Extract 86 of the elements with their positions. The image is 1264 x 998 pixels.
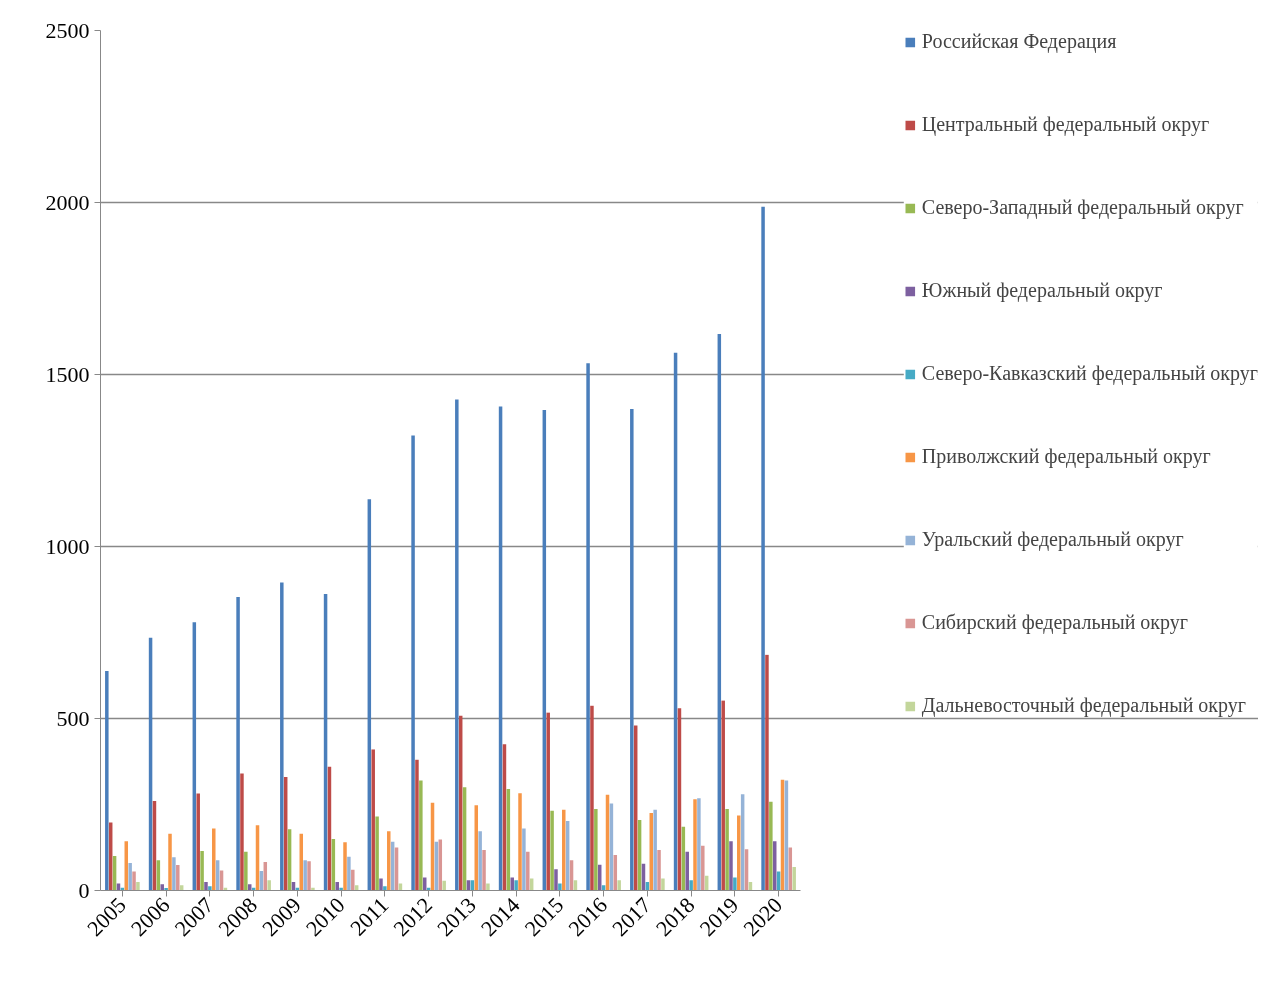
bar bbox=[725, 808, 729, 891]
bar bbox=[132, 871, 136, 891]
bar bbox=[510, 877, 514, 891]
bar bbox=[160, 884, 164, 891]
bar bbox=[653, 809, 657, 891]
bar bbox=[586, 363, 590, 891]
bar bbox=[280, 582, 284, 891]
bar bbox=[347, 856, 351, 891]
bar bbox=[482, 849, 486, 891]
bar bbox=[518, 793, 522, 891]
bar bbox=[630, 408, 634, 891]
y-tick-label: 1500 bbox=[45, 361, 90, 387]
bar bbox=[204, 881, 208, 891]
legend-label: Южный федеральный округ bbox=[921, 279, 1163, 302]
bar bbox=[657, 849, 661, 891]
legend-label: Приволжский федеральный округ bbox=[921, 445, 1211, 468]
y-tick-label: 500 bbox=[56, 705, 90, 731]
bar bbox=[383, 886, 387, 891]
bar bbox=[554, 869, 558, 891]
bar bbox=[164, 888, 168, 891]
bar bbox=[176, 865, 180, 891]
bar bbox=[379, 878, 383, 891]
bar bbox=[721, 700, 725, 891]
bar bbox=[697, 798, 701, 891]
bar bbox=[212, 828, 216, 891]
y-tick-label: 1000 bbox=[45, 533, 90, 559]
bar bbox=[550, 810, 554, 891]
bar bbox=[411, 435, 415, 891]
bar bbox=[442, 880, 446, 891]
bar bbox=[558, 883, 562, 891]
bar bbox=[419, 780, 423, 891]
legend-label: Уральский федеральный округ bbox=[921, 528, 1184, 551]
legend-label: Дальневосточный федеральный округ bbox=[921, 694, 1246, 717]
bar bbox=[303, 860, 307, 891]
bar bbox=[693, 799, 697, 891]
bar bbox=[105, 671, 109, 891]
legend-label: Северо-Западный федеральный округ bbox=[921, 196, 1244, 219]
bar bbox=[594, 808, 598, 891]
bar bbox=[765, 654, 769, 891]
bar bbox=[200, 850, 204, 891]
bar bbox=[546, 712, 550, 891]
bar bbox=[335, 881, 339, 891]
bar bbox=[172, 857, 176, 891]
bar bbox=[701, 845, 705, 891]
bar bbox=[733, 877, 737, 891]
bar bbox=[343, 842, 347, 891]
bar bbox=[685, 851, 689, 891]
bar bbox=[455, 399, 459, 891]
bar bbox=[526, 851, 530, 891]
bar bbox=[661, 878, 665, 891]
legend-label: Сибирский федеральный округ bbox=[921, 611, 1188, 634]
bar bbox=[240, 773, 244, 891]
bar bbox=[769, 801, 773, 891]
y-tick-label: 2000 bbox=[45, 189, 90, 215]
bar bbox=[737, 815, 741, 891]
bar bbox=[208, 886, 212, 891]
bar bbox=[590, 705, 594, 891]
bar bbox=[375, 816, 379, 891]
bar bbox=[514, 880, 518, 891]
y-tick-label: 2500 bbox=[45, 17, 90, 43]
bar bbox=[562, 809, 566, 891]
bar bbox=[792, 867, 796, 891]
bar bbox=[617, 880, 621, 891]
y-tick-label: 0 bbox=[78, 877, 90, 903]
bar bbox=[168, 833, 172, 891]
bar bbox=[196, 793, 200, 891]
bar bbox=[244, 851, 248, 891]
bar bbox=[729, 841, 733, 891]
bar bbox=[371, 749, 375, 891]
legend-label: Российская Федерация bbox=[921, 30, 1117, 53]
bar bbox=[415, 759, 419, 891]
legend-label: Центральный федеральный округ bbox=[921, 113, 1210, 136]
bar bbox=[689, 880, 693, 891]
bar bbox=[387, 831, 391, 891]
legend-label: Северо-Кавказский федеральный округ bbox=[921, 362, 1258, 385]
bar bbox=[478, 831, 482, 891]
bar bbox=[307, 861, 311, 891]
bar bbox=[486, 883, 490, 891]
bar bbox=[267, 880, 271, 891]
bar bbox=[522, 828, 526, 891]
bar bbox=[761, 206, 765, 891]
x-tick-label: 2011 bbox=[345, 892, 394, 941]
bar bbox=[236, 597, 240, 891]
bar bbox=[136, 881, 140, 891]
bar bbox=[128, 862, 132, 891]
bar bbox=[351, 869, 355, 891]
